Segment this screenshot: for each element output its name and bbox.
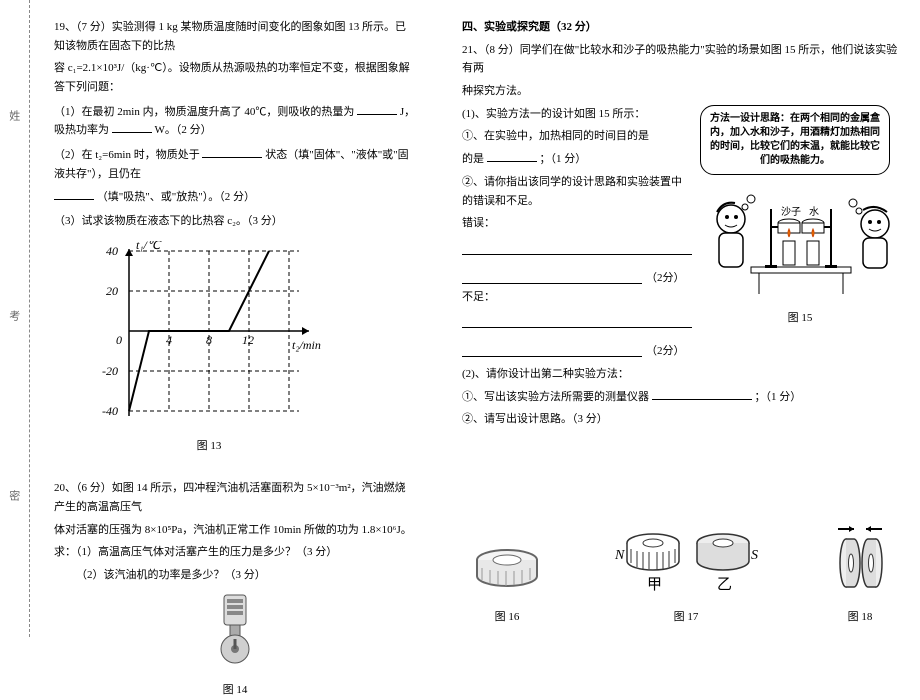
text: 的是 [462, 153, 484, 165]
chart-svg: 40 20 0 -20 -40 4 8 12 t₁/℃ t₂/min [94, 241, 324, 426]
q21-m1-2: ②、请你指出该同学的设计思路和实验装置中的错误和不足。 [462, 173, 692, 210]
svg-text:t₂/min: t₂/min [292, 338, 321, 352]
fig16-label: 图 16 [462, 608, 552, 627]
fig16: 图 16 [462, 538, 552, 627]
bottom-figures: 图 16 N [462, 523, 900, 627]
q19-stem2: 容 c₁=2.1×10³J/（kg·℃）。设物质从热源吸热的功率恒定不变，根据图… [54, 59, 416, 96]
fig13-chart: 40 20 0 -20 -40 4 8 12 t₁/℃ t₂/min 图 13 [94, 241, 416, 455]
score: （2分） [646, 269, 685, 288]
q20-ask1: 求：（1）高温高压气体对活塞产生的压力是多少？（3 分） [54, 543, 416, 562]
q19-part2: （2）在 t₂=6min 时，物质处于 状态（填"固体"、"液体"或"固液共存"… [54, 146, 416, 183]
text: ；（1 分） [755, 391, 802, 403]
q21-m1: (1)、实验方法一的设计如图 15 所示： [462, 105, 692, 124]
q20-stem: 20、（6 分）如图 14 所示，四冲程汽油机活塞面积为 5×10⁻³m²，汽油… [54, 479, 416, 516]
blank [54, 188, 94, 200]
svg-text:4: 4 [166, 333, 172, 347]
blank [357, 103, 397, 115]
gutter-label: 考 [4, 310, 23, 321]
svg-text:-20: -20 [102, 364, 118, 378]
jia-label: 甲 [647, 577, 662, 593]
q21-m2: (2)、请你设计出第二种实验方法： [462, 365, 900, 384]
text: （填"吸热"、或"放热"）。（2 分） [97, 191, 255, 203]
svg-text:8: 8 [206, 333, 212, 347]
text: （1）在最初 2min 内，物质温度升高了 40℃，则吸收的热量为 [54, 106, 354, 118]
gutter-label: 密 [4, 490, 23, 501]
blank-line [462, 314, 692, 328]
q21-stem: 21、（8 分）同学们在做"比较水和沙子的吸热能力"实验的场景如图 15 所示，… [462, 41, 900, 78]
svg-text:t₁/℃: t₁/℃ [136, 241, 162, 252]
fig14-label: 图 14 [54, 681, 416, 700]
right-column: 四、实验或探究题（32 分） 21、（8 分）同学们在做"比较水和沙子的吸热能力… [442, 0, 920, 637]
binding-gutter: 姓 考 密 [0, 0, 30, 637]
text: （2）在 t₂=6min 时，物质处于 [54, 149, 200, 161]
svg-text:20: 20 [106, 284, 118, 298]
q20-stem2: 体对活塞的压强为 8×10⁵Pa，汽油机正常工作 10min 所做的功为 1.8… [54, 521, 416, 540]
fig18-label: 图 18 [820, 608, 900, 627]
experiment-icon: 沙子 水 [703, 179, 898, 299]
fig17: N S 甲 乙 图 17 [611, 523, 761, 627]
svg-text:0: 0 [116, 333, 122, 347]
svg-text:-40: -40 [102, 404, 118, 418]
S-label: S [751, 548, 758, 563]
svg-text:12: 12 [242, 333, 254, 347]
q19-part3: （3）试求该物质在液态下的比热容 c₂。（3 分） [54, 212, 416, 231]
svg-text:沙子: 沙子 [781, 206, 801, 218]
err-label: 错误： [462, 214, 692, 233]
coil-icon [462, 538, 552, 598]
blank [652, 388, 752, 400]
blank-line [462, 270, 642, 284]
left-column: 19、（7 分）实验测得 1 kg 某物质温度随时间变化的图象如图 13 所示。… [30, 0, 442, 637]
fig17-label: 图 17 [611, 608, 761, 627]
fig15-label: 图 15 [700, 309, 900, 328]
score: （2分） [646, 342, 685, 361]
q21-m1-1: ①、在实验中，加热相同的时间目的是 [462, 127, 692, 146]
N-label: N [614, 548, 625, 563]
fig14: 图 14 [54, 591, 416, 700]
fig15-box: 方法一设计思路：在两个相同的金属盒内，加入水和沙子，用酒精灯加热相同的时间，比较… [700, 105, 900, 361]
fig13-label: 图 13 [94, 437, 324, 456]
fig18: 图 18 [820, 523, 900, 627]
q21-stem2: 种探究方法。 [462, 82, 900, 101]
text: W。（2 分） [155, 124, 212, 136]
blank [487, 150, 537, 162]
text: ①、写出该实验方法所需要的测量仪器 [462, 391, 649, 403]
gutter-label: 姓 [4, 110, 23, 121]
blank-line [462, 241, 692, 255]
q19-part2b: （填"吸热"、或"放热"）。（2 分） [54, 188, 416, 207]
q19-stem: 19、（7 分）实验测得 1 kg 某物质温度随时间变化的图象如图 13 所示。… [54, 18, 416, 55]
blank [112, 121, 152, 133]
yi-label: 乙 [717, 577, 732, 593]
text: ①、在实验中，加热相同的时间目的是 [462, 130, 649, 142]
blank-line [462, 343, 642, 357]
svg-text:40: 40 [106, 244, 118, 258]
def-label: 不足： [462, 288, 692, 307]
svg-text:水: 水 [809, 206, 819, 218]
magnet-icon: N S 甲 乙 [611, 523, 761, 598]
disks-icon [820, 523, 900, 598]
text: ；（1 分） [540, 153, 587, 165]
q21-left: (1)、实验方法一的设计如图 15 所示： ①、在实验中，加热相同的时间目的是 … [462, 105, 692, 361]
section4-title: 四、实验或探究题（32 分） [462, 18, 900, 37]
q19-part1: （1）在最初 2min 内，物质温度升高了 40℃，则吸收的热量为 J，吸热功率… [54, 103, 416, 140]
engine-icon [200, 591, 270, 671]
q21-m2-2: ②、请写出设计思路。（3 分） [462, 410, 900, 429]
q20-ask2: （2）该汽油机的功率是多少？（3 分） [54, 566, 416, 585]
q21-m2-1: ①、写出该实验方法所需要的测量仪器 ；（1 分） [462, 388, 900, 407]
method-bubble: 方法一设计思路：在两个相同的金属盒内，加入水和沙子，用酒精灯加热相同的时间，比较… [700, 105, 890, 175]
blank [202, 146, 262, 158]
